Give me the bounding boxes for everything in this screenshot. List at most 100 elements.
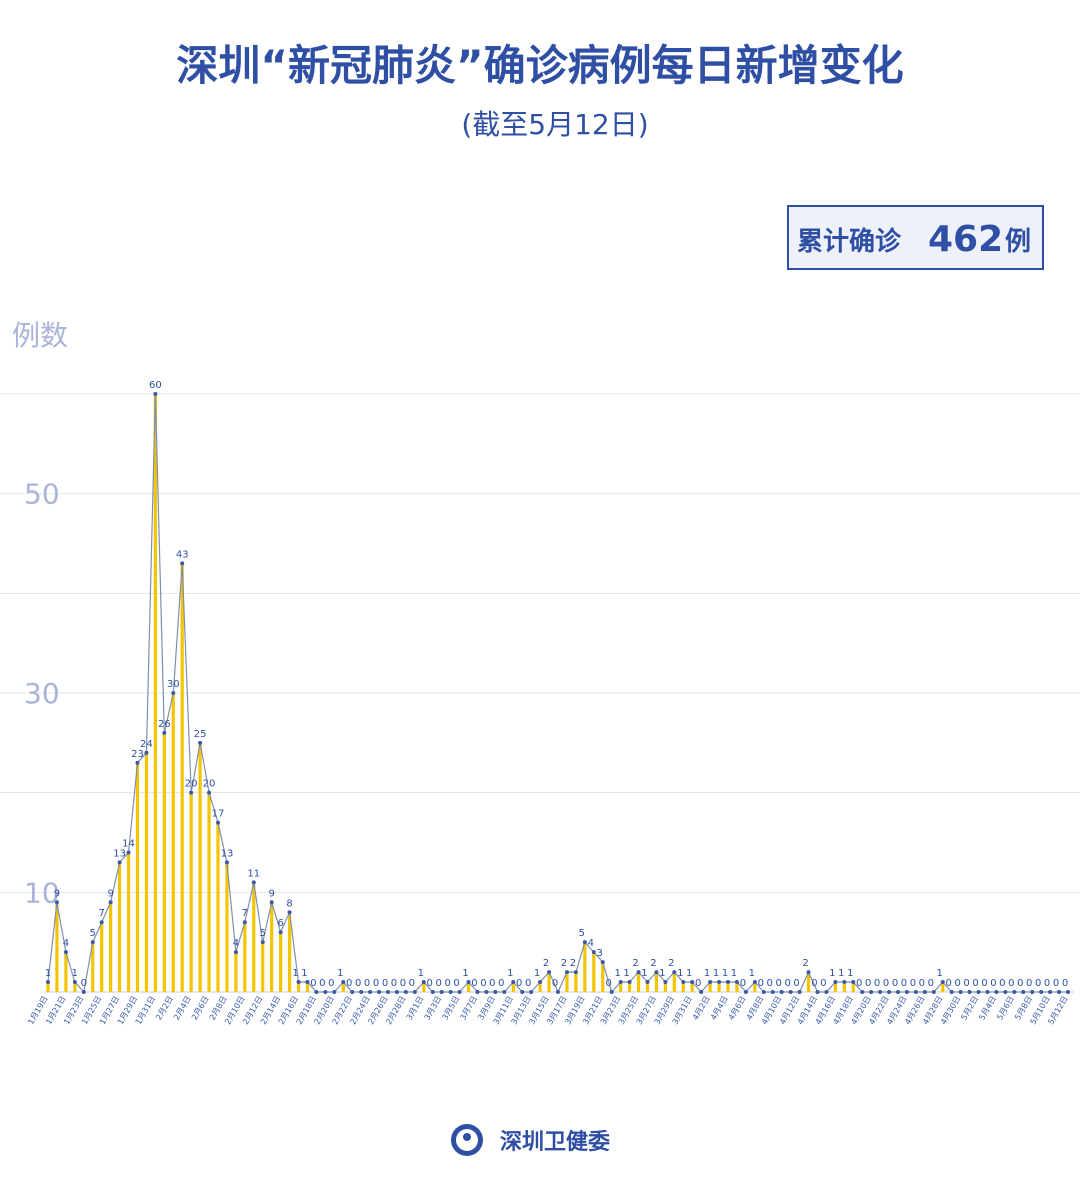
- value-label: 0: [901, 978, 907, 989]
- point: [761, 990, 766, 994]
- value-label: 0: [811, 978, 817, 989]
- value-label: 0: [364, 978, 370, 989]
- value-label: 1: [686, 968, 692, 979]
- value-label: 0: [767, 978, 773, 989]
- value-label: 20: [185, 779, 198, 790]
- value-label: 17: [212, 809, 225, 820]
- value-label: 2: [668, 958, 674, 969]
- chart-subtitle: (截至5月12日): [461, 108, 648, 141]
- bar: [663, 982, 667, 992]
- value-label: 0: [382, 978, 388, 989]
- value-label: 1: [713, 968, 719, 979]
- value-label: 0: [453, 978, 459, 989]
- y-tick-label: 10: [24, 876, 60, 909]
- point: [779, 990, 784, 994]
- value-label: 1: [72, 968, 78, 979]
- point: [600, 960, 605, 965]
- bar: [243, 922, 247, 992]
- point: [636, 970, 641, 975]
- bar: [636, 972, 641, 992]
- value-label: 0: [856, 978, 862, 989]
- point: [922, 990, 927, 994]
- bar: [73, 982, 77, 992]
- value-label: 1: [722, 968, 728, 979]
- point: [878, 990, 883, 994]
- value-label: 0: [892, 978, 898, 989]
- point: [377, 990, 382, 994]
- bar: [717, 982, 721, 992]
- source-logo: [451, 1124, 483, 1156]
- value-label: 0: [498, 978, 504, 989]
- point: [726, 980, 730, 985]
- value-label: 13: [221, 848, 234, 859]
- value-label: 2: [802, 958, 808, 969]
- point: [949, 990, 954, 994]
- point: [556, 990, 560, 994]
- point: [842, 980, 847, 985]
- point: [81, 990, 86, 994]
- point: [1066, 990, 1070, 994]
- value-label: 1: [614, 968, 620, 979]
- value-label: 0: [373, 978, 379, 989]
- value-label: 0: [400, 978, 406, 989]
- point: [1030, 990, 1035, 994]
- point: [645, 980, 650, 985]
- point: [189, 790, 194, 795]
- bar: [296, 982, 301, 992]
- value-label: 2: [543, 958, 549, 969]
- value-label: 11: [247, 868, 260, 879]
- value-label: 1: [838, 968, 844, 979]
- point: [135, 760, 140, 765]
- y-tick-label: 50: [24, 478, 60, 511]
- value-label: 0: [355, 978, 361, 989]
- value-label: 0: [310, 978, 316, 989]
- bar: [627, 982, 632, 992]
- bar: [64, 952, 68, 992]
- value-label: 0: [972, 978, 978, 989]
- value-label: 0: [1026, 978, 1032, 989]
- point: [153, 392, 158, 396]
- bar: [708, 982, 712, 992]
- bar: [806, 972, 811, 992]
- point: [851, 980, 856, 985]
- bar: [735, 982, 739, 992]
- value-label: 1: [677, 968, 683, 979]
- value-label: 7: [98, 908, 104, 919]
- value-label: 0: [784, 978, 790, 989]
- bar: [270, 902, 274, 992]
- value-label: 1: [418, 968, 424, 979]
- bar: [422, 982, 426, 992]
- value-label: 0: [820, 978, 826, 989]
- value-label: 1: [337, 968, 343, 979]
- point: [734, 980, 739, 985]
- point: [144, 750, 149, 755]
- value-label: 20: [203, 779, 216, 790]
- point: [180, 561, 185, 566]
- point: [976, 990, 981, 994]
- point: [99, 920, 104, 925]
- value-label: 0: [1017, 978, 1023, 989]
- point: [403, 990, 408, 994]
- point: [609, 990, 614, 994]
- bar: [726, 982, 730, 992]
- bar: [234, 952, 238, 992]
- value-label: 6: [277, 918, 283, 929]
- bar: [117, 862, 122, 992]
- point: [368, 990, 373, 994]
- value-label: 0: [999, 978, 1005, 989]
- point: [198, 740, 203, 745]
- value-label: 30: [167, 679, 180, 690]
- bar: [180, 563, 184, 992]
- bar: [171, 693, 175, 992]
- point: [797, 990, 802, 994]
- value-label: 0: [990, 978, 996, 989]
- value-label: 0: [605, 978, 611, 989]
- point: [770, 990, 775, 994]
- point: [967, 990, 972, 994]
- bar: [305, 982, 310, 992]
- total-value: 462: [928, 219, 1003, 260]
- value-label: 0: [874, 978, 880, 989]
- plot: 1030501941057913142324602630432025201713…: [0, 380, 1080, 1026]
- y-axis-label: 例数: [12, 319, 68, 352]
- value-label: 0: [427, 978, 433, 989]
